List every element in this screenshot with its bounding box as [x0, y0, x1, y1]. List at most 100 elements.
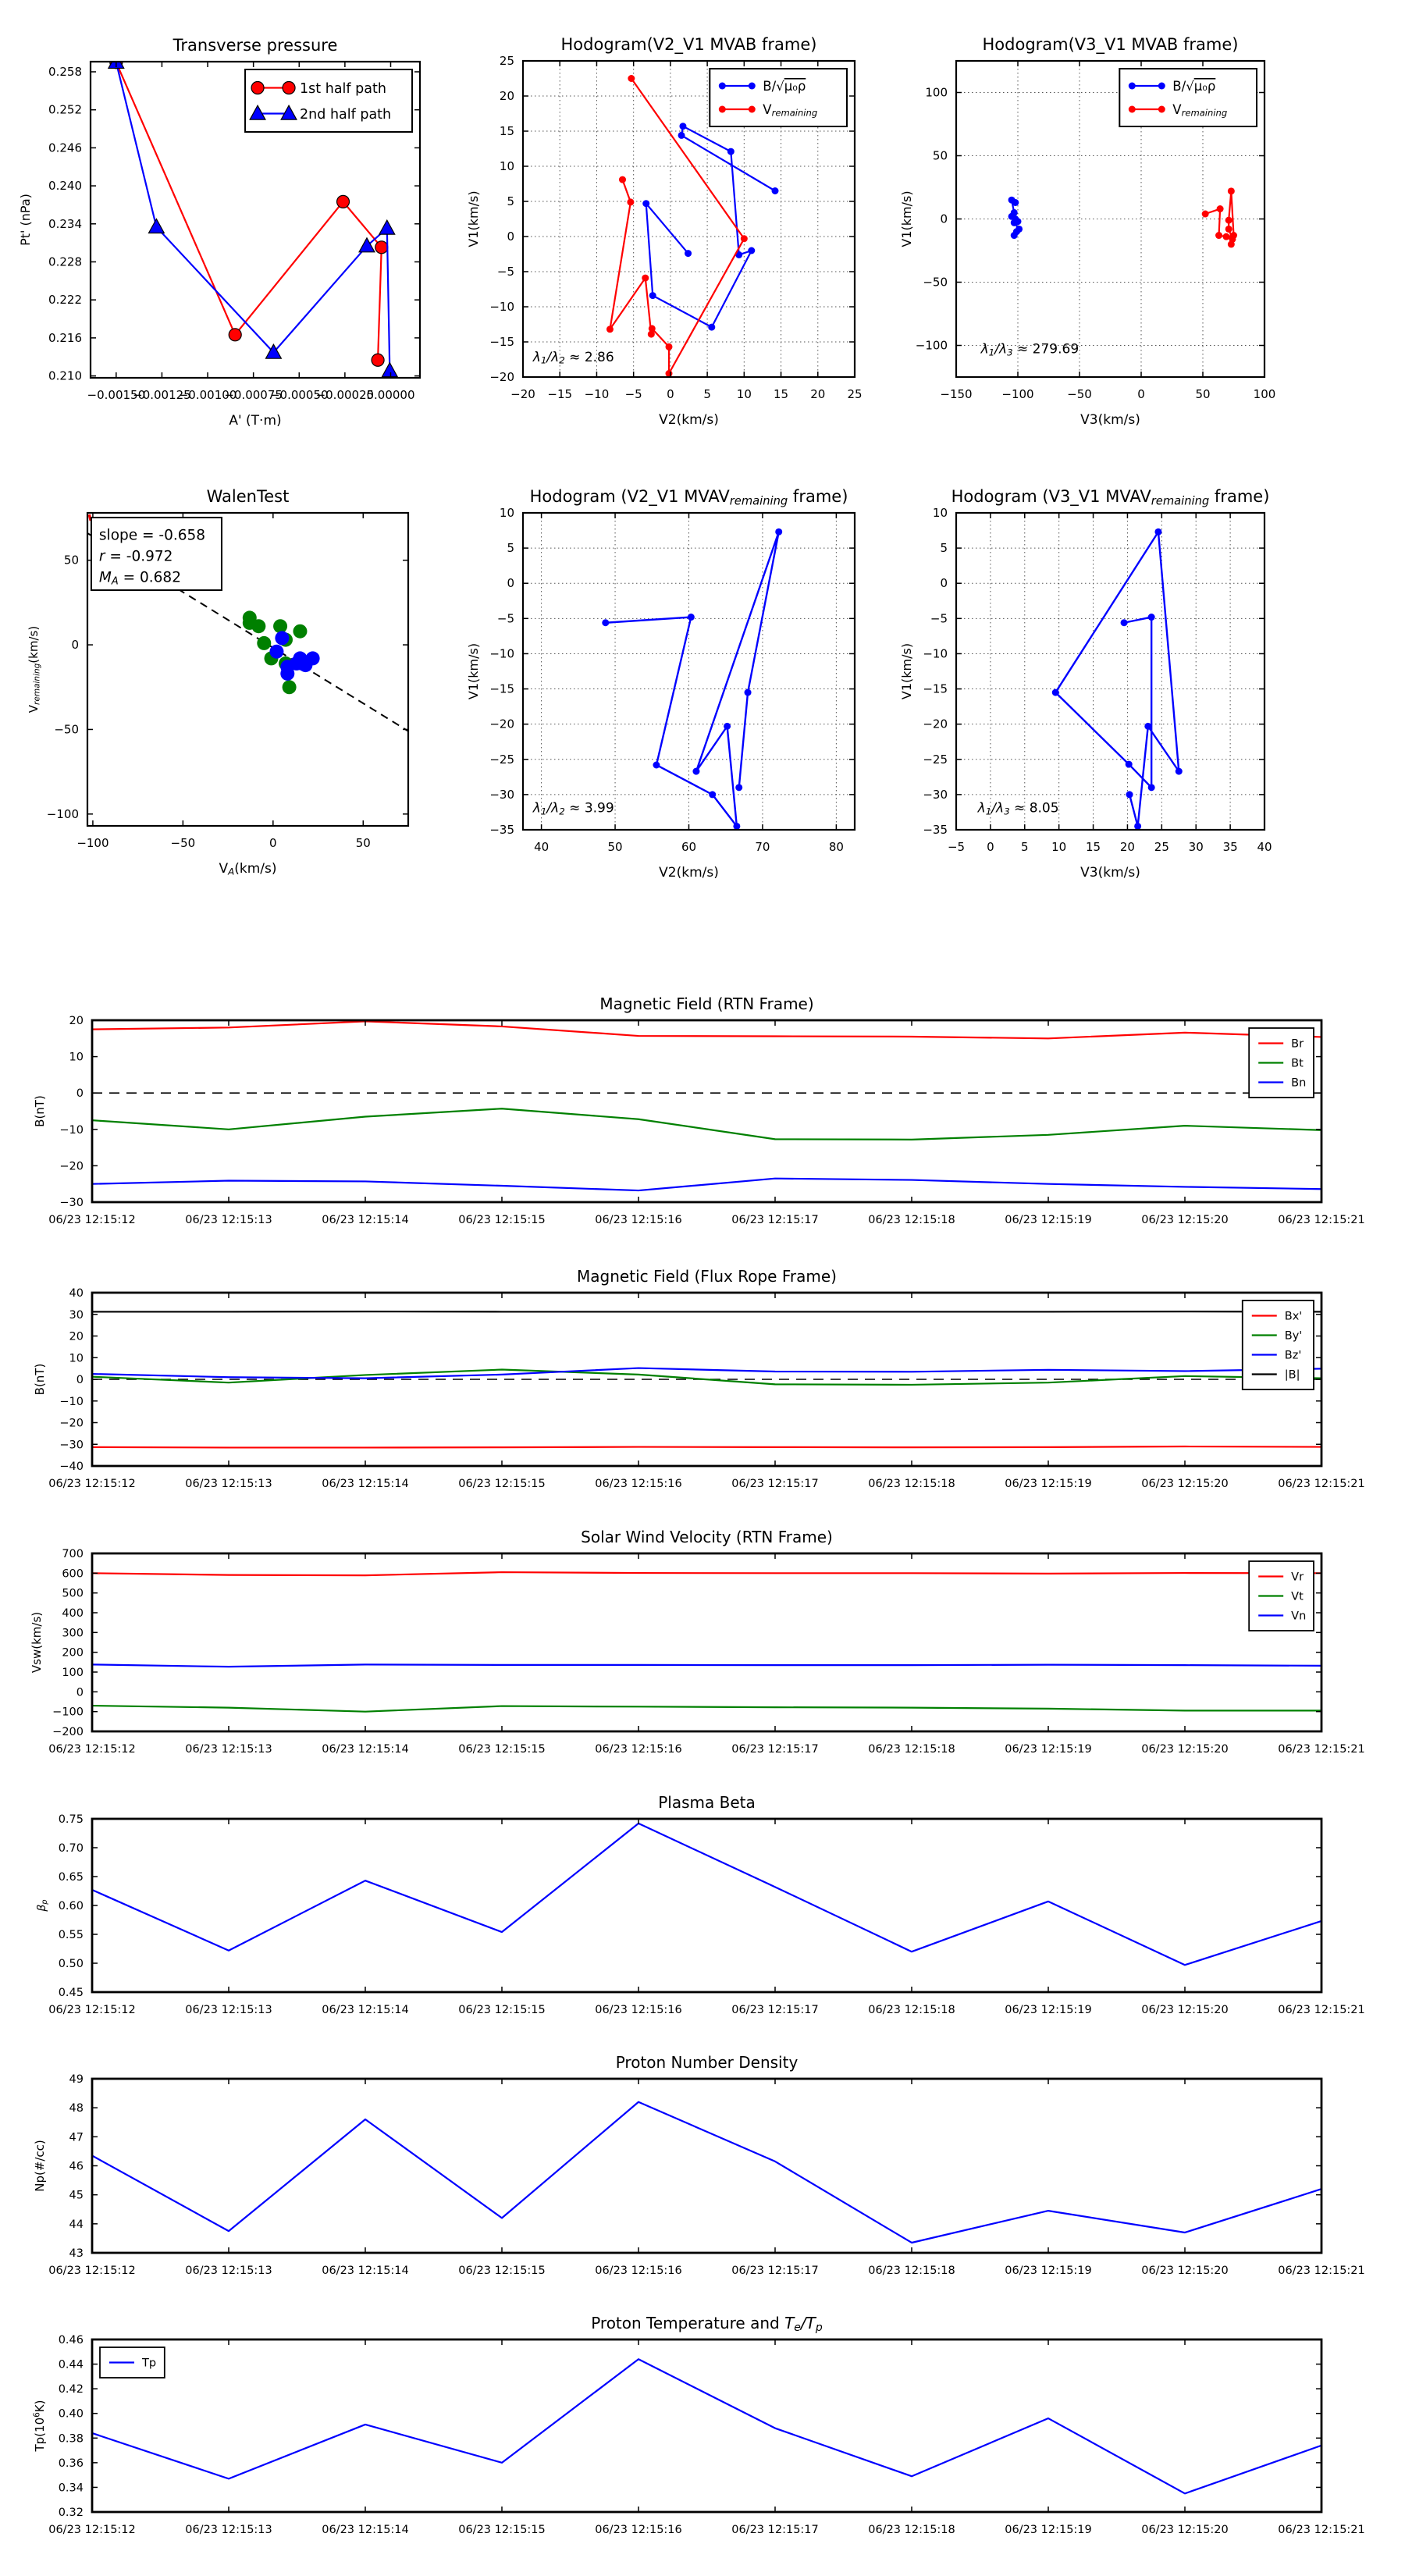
svg-text:06/23 12:15:15: 06/23 12:15:15 — [458, 1743, 546, 1756]
svg-text:Vn: Vn — [1291, 1610, 1306, 1623]
svg-text:20: 20 — [1120, 840, 1135, 854]
svg-text:20: 20 — [69, 1331, 84, 1343]
svg-text:−50: −50 — [923, 276, 948, 290]
svg-text:−50: −50 — [54, 722, 79, 736]
svg-text:−50: −50 — [171, 836, 196, 850]
svg-text:06/23 12:15:21: 06/23 12:15:21 — [1278, 2265, 1365, 2277]
svg-text:06/23 12:15:12: 06/23 12:15:12 — [48, 1214, 136, 1226]
svg-text:−10: −10 — [489, 300, 514, 314]
svg-text:0: 0 — [1137, 387, 1145, 401]
svg-text:−35: −35 — [489, 823, 514, 837]
svg-text:47: 47 — [69, 2131, 84, 2144]
svg-text:06/23 12:15:21: 06/23 12:15:21 — [1278, 1743, 1365, 1756]
svg-text:25: 25 — [500, 54, 514, 68]
plasma-beta-series — [91, 1822, 1322, 1966]
svg-text:06/23 12:15:18: 06/23 12:15:18 — [868, 1214, 955, 1226]
svg-text:15: 15 — [774, 387, 788, 401]
svg-text:35: 35 — [1223, 840, 1238, 854]
svg-text:06/23 12:15:21: 06/23 12:15:21 — [1278, 1214, 1365, 1226]
svg-text:Bn: Bn — [1291, 1077, 1306, 1090]
svg-text:0.234: 0.234 — [48, 217, 82, 231]
svg-text:06/23 12:15:18: 06/23 12:15:18 — [868, 2265, 955, 2277]
svg-text:0.240: 0.240 — [48, 179, 82, 193]
hodogram-v3v1-mvab-series — [1008, 187, 1237, 248]
magnetic-field-rtn-series — [91, 1020, 1322, 1192]
svg-text:06/23 12:15:15: 06/23 12:15:15 — [458, 2265, 546, 2277]
hodogram-v3v1-mvab-annotation: λ1/λ3 ≈ 279.69 — [980, 342, 1080, 358]
hodogram-v3v1-mvav-title: Hodogram (V3_V1 MVAVremaining frame) — [951, 487, 1270, 507]
svg-text:−0.00150: −0.00150 — [87, 388, 146, 402]
svg-text:06/23 12:15:16: 06/23 12:15:16 — [595, 1478, 682, 1490]
svg-text:49: 49 — [69, 2073, 84, 2086]
svg-text:−0.00025: −0.00025 — [316, 388, 375, 402]
svg-text:−25: −25 — [489, 753, 514, 767]
hodogram-v2v1-mvav-annotation: λ1/λ2 ≈ 3.99 — [532, 801, 614, 817]
svg-text:−0.00125: −0.00125 — [133, 388, 191, 402]
svg-text:0: 0 — [667, 387, 674, 401]
svg-text:06/23 12:15:14: 06/23 12:15:14 — [322, 1478, 409, 1490]
svg-text:V1(km/s): V1(km/s) — [466, 190, 481, 247]
svg-text:06/23 12:15:16: 06/23 12:15:16 — [595, 2265, 682, 2277]
svg-text:−20: −20 — [59, 1418, 84, 1430]
svg-text:06/23 12:15:14: 06/23 12:15:14 — [322, 2524, 409, 2536]
svg-text:06/23 12:15:17: 06/23 12:15:17 — [731, 2004, 819, 2016]
svg-text:400: 400 — [62, 1607, 84, 1620]
svg-text:15: 15 — [1086, 840, 1101, 854]
svg-text:06/23 12:15:15: 06/23 12:15:15 — [458, 2524, 546, 2536]
svg-text:Vr: Vr — [1291, 1571, 1304, 1584]
proton-number-density-title: Proton Number Density — [616, 2053, 799, 2072]
svg-text:300: 300 — [62, 1627, 84, 1639]
svg-text:06/23 12:15:12: 06/23 12:15:12 — [48, 2265, 136, 2277]
svg-text:100: 100 — [62, 1667, 84, 1679]
svg-text:0.228: 0.228 — [48, 254, 82, 269]
svg-text:20: 20 — [500, 89, 514, 103]
svg-text:10: 10 — [69, 1352, 84, 1364]
hodogram-v2v1-mvab-title: Hodogram(V2_V1 MVAB frame) — [561, 35, 817, 55]
svg-text:V2(km/s): V2(km/s) — [659, 412, 719, 428]
svg-text:0.44: 0.44 — [59, 2359, 84, 2371]
solar-wind-velocity-series — [91, 1571, 1322, 1713]
transverse-pressure-title: Transverse pressure — [173, 36, 338, 55]
svg-text:06/23 12:15:19: 06/23 12:15:19 — [1005, 2265, 1092, 2277]
svg-text:10: 10 — [500, 159, 514, 173]
hodogram-v3v1-mvav-annotation: λ1/λ3 ≈ 8.05 — [977, 801, 1059, 817]
svg-text:46: 46 — [69, 2161, 84, 2173]
svg-text:−5: −5 — [497, 611, 514, 625]
svg-text:−0.00100: −0.00100 — [179, 388, 237, 402]
svg-text:50: 50 — [1195, 387, 1210, 401]
svg-text:06/23 12:15:13: 06/23 12:15:13 — [185, 1743, 272, 1756]
svg-text:06/23 12:15:20: 06/23 12:15:20 — [1141, 1743, 1229, 1756]
hodogram-v2v1-mvab-annotation: λ1/λ2 ≈ 2.86 — [532, 350, 614, 366]
svg-text:40: 40 — [1257, 840, 1272, 854]
svg-text:5: 5 — [940, 541, 948, 555]
svg-text:500: 500 — [62, 1588, 84, 1600]
svg-text:06/23 12:15:20: 06/23 12:15:20 — [1141, 1214, 1229, 1226]
svg-text:0: 0 — [71, 638, 79, 652]
svg-text:06/23 12:15:15: 06/23 12:15:15 — [458, 1478, 546, 1490]
svg-text:−100: −100 — [76, 836, 108, 850]
svg-text:06/23 12:15:15: 06/23 12:15:15 — [458, 2004, 546, 2016]
svg-text:0.00000: 0.00000 — [366, 388, 414, 402]
svg-text:−10: −10 — [585, 387, 610, 401]
svg-text:40: 40 — [69, 1287, 84, 1300]
svg-text:−30: −30 — [59, 1197, 84, 1209]
svg-text:Tp(106K): Tp(106K) — [32, 2400, 47, 2452]
svg-text:06/23 12:15:17: 06/23 12:15:17 — [731, 1478, 819, 1490]
svg-text:100: 100 — [925, 86, 948, 100]
svg-text:−20: −20 — [489, 370, 514, 384]
svg-text:B/√μ₀ρ: B/√μ₀ρ — [1172, 79, 1215, 94]
svg-text:06/23 12:15:20: 06/23 12:15:20 — [1141, 1478, 1229, 1490]
svg-text:−15: −15 — [923, 682, 948, 696]
svg-text:−50: −50 — [1067, 387, 1092, 401]
svg-text:0.55: 0.55 — [59, 1929, 84, 1941]
svg-text:−5: −5 — [948, 840, 965, 854]
hodogram-v3v1-mvab-legend — [1119, 68, 1258, 127]
svg-text:−35: −35 — [923, 823, 948, 837]
svg-text:0.42: 0.42 — [59, 2383, 84, 2396]
svg-text:V3(km/s): V3(km/s) — [1080, 412, 1140, 428]
svg-text:V3(km/s): V3(km/s) — [1080, 865, 1140, 881]
svg-text:Bx': Bx' — [1285, 1311, 1303, 1323]
